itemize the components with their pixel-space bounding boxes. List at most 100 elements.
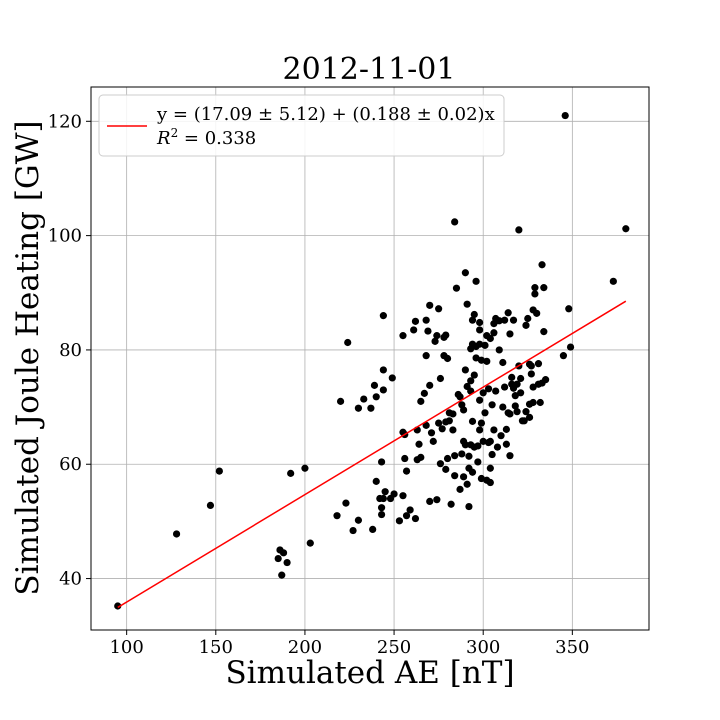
data-point	[476, 396, 484, 404]
data-point	[465, 502, 473, 511]
data-point	[511, 402, 519, 410]
data-point	[525, 413, 534, 421]
data-point	[490, 329, 498, 337]
data-point	[459, 406, 468, 414]
data-point	[449, 410, 457, 418]
chart-title: 2012-11-01	[283, 52, 456, 87]
data-point	[463, 300, 471, 308]
data-point	[451, 472, 459, 480]
data-point	[474, 458, 482, 466]
y-tick-label: 80	[59, 340, 82, 361]
data-point	[495, 317, 503, 325]
r2-superscript: 2	[171, 126, 179, 140]
data-point	[536, 398, 544, 407]
data-point	[422, 316, 430, 324]
data-point	[529, 398, 537, 407]
data-point	[484, 385, 493, 393]
data-point	[534, 360, 543, 368]
data-point	[447, 500, 455, 508]
data-point	[481, 341, 489, 349]
data-point	[565, 305, 573, 313]
data-point	[486, 437, 494, 445]
data-point	[402, 512, 411, 520]
data-point	[369, 525, 377, 534]
data-point	[438, 425, 446, 433]
x-tick-label: 350	[555, 637, 589, 658]
data-point	[492, 387, 500, 395]
data-point	[531, 290, 539, 298]
data-point	[465, 452, 473, 460]
data-point	[458, 450, 466, 458]
data-point	[114, 602, 122, 610]
data-point	[476, 318, 484, 327]
data-point	[360, 395, 368, 403]
data-point	[388, 374, 396, 382]
x-tick-label: 100	[109, 637, 143, 658]
x-axis-ticks: 100 150 200 250 300 350	[109, 630, 590, 658]
data-point	[449, 426, 457, 434]
legend-box	[98, 94, 505, 157]
data-point	[417, 453, 425, 461]
data-point	[540, 284, 548, 292]
data-point	[278, 571, 286, 579]
data-point	[402, 467, 411, 475]
data-point	[451, 218, 459, 226]
data-point	[474, 442, 482, 450]
data-point	[377, 510, 386, 519]
data-point	[279, 549, 288, 557]
data-point	[468, 316, 477, 324]
data-point	[527, 370, 535, 378]
data-point	[490, 426, 498, 434]
data-point	[488, 450, 496, 459]
data-point	[436, 374, 445, 383]
data-point	[515, 226, 523, 234]
data-point	[495, 346, 503, 354]
data-point	[411, 317, 420, 325]
data-point	[415, 440, 423, 448]
data-point	[561, 111, 569, 120]
data-point	[559, 352, 568, 360]
data-point	[502, 425, 510, 433]
data-point	[301, 464, 309, 472]
data-point	[436, 460, 445, 468]
data-point	[395, 517, 404, 525]
data-point	[379, 386, 387, 394]
legend-r-squared: R2 = 0.338	[156, 126, 256, 149]
data-point	[522, 321, 530, 329]
data-point	[435, 305, 443, 313]
data-point	[381, 488, 389, 496]
data-point	[379, 366, 387, 374]
data-point	[461, 441, 469, 449]
data-point	[483, 357, 491, 365]
data-point	[399, 332, 407, 340]
data-point	[456, 485, 464, 493]
data-point	[533, 309, 541, 317]
data-point	[390, 490, 398, 498]
data-point	[509, 316, 518, 324]
data-point	[540, 328, 548, 336]
data-point	[377, 504, 386, 512]
data-point	[410, 326, 418, 334]
data-point	[372, 393, 380, 401]
data-point	[456, 393, 464, 401]
data-point	[435, 419, 443, 427]
legend-fit-equation: y = (17.09 ± 5.12) + (0.188 ± 0.02)x	[156, 104, 495, 125]
data-point	[500, 316, 509, 324]
data-point	[531, 284, 539, 292]
data-point	[504, 309, 512, 317]
data-point	[206, 501, 215, 509]
data-point	[422, 421, 430, 429]
data-point	[443, 454, 452, 463]
data-point	[406, 506, 414, 514]
data-point	[517, 389, 525, 397]
data-point	[479, 437, 487, 445]
y-tick-label: 100	[48, 226, 82, 247]
data-point	[431, 337, 439, 345]
data-point	[481, 409, 489, 417]
data-point	[342, 499, 350, 507]
data-point	[215, 467, 223, 475]
data-point	[470, 371, 478, 379]
data-point	[379, 494, 387, 503]
data-point	[566, 343, 575, 351]
